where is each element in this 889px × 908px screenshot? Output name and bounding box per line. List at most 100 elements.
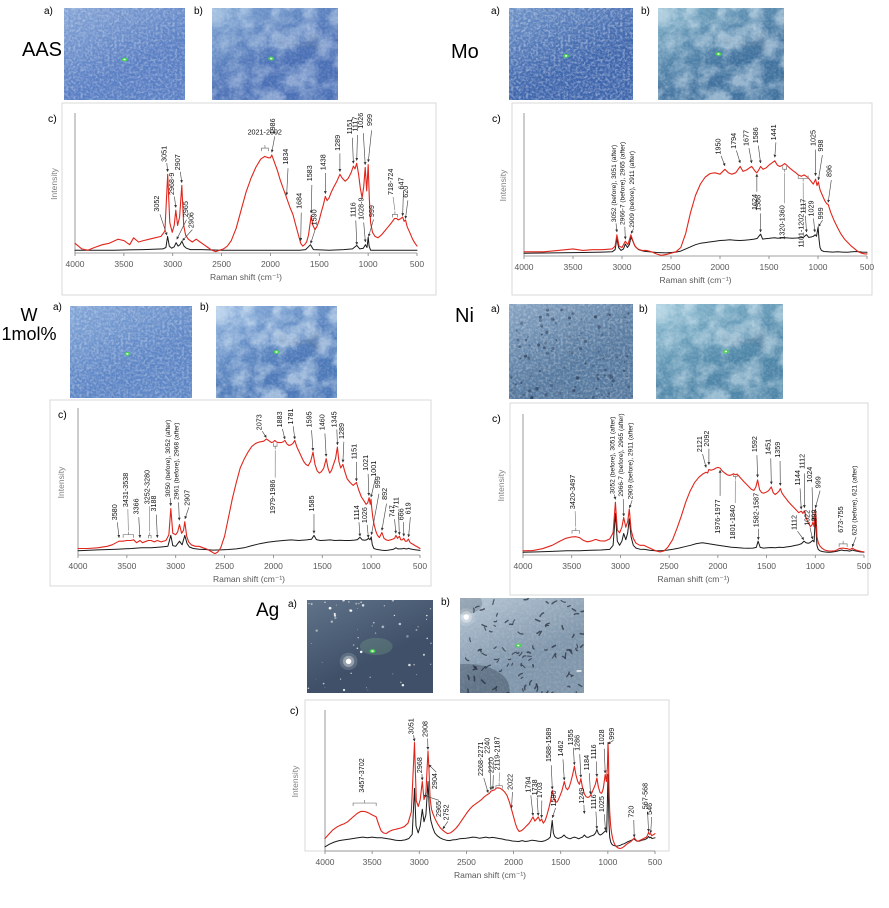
svg-text:619: 619 [404,502,413,514]
svg-text:2500: 2500 [660,561,679,571]
svg-text:Intensity: Intensity [498,169,508,201]
svg-text:999: 999 [365,114,374,126]
svg-text:1834: 1834 [281,149,290,165]
svg-text:1117: 1117 [798,199,807,214]
svg-text:Intensity: Intensity [49,167,59,199]
svg-text:1592: 1592 [750,436,759,452]
micrograph-after [656,304,783,399]
svg-text:3500: 3500 [363,857,382,867]
svg-text:999: 999 [607,728,616,740]
svg-text:1460: 1460 [318,414,327,430]
svg-text:1976-1977: 1976-1977 [713,499,722,533]
svg-text:1026: 1026 [360,507,369,523]
svg-text:1586: 1586 [751,127,760,143]
svg-text:620: 620 [401,186,410,198]
micrograph-after [658,8,784,100]
svg-text:1359: 1359 [773,442,782,458]
svg-text:Raman shift (cm⁻¹): Raman shift (cm⁻¹) [659,275,731,285]
svg-text:1001: 1001 [369,461,378,477]
svg-text:1116: 1116 [349,202,358,217]
svg-text:2961 (before), 2968 (after): 2961 (before), 2968 (after) [173,423,180,500]
svg-text:1021: 1021 [361,455,370,471]
svg-text:3580: 3580 [110,504,119,520]
svg-text:999: 999 [373,476,382,488]
svg-text:2000: 2000 [261,259,280,269]
svg-text:1000: 1000 [809,262,828,272]
svg-text:998: 998 [816,140,825,152]
micrograph-a-label: a) [44,6,53,17]
svg-text:1000: 1000 [362,561,381,571]
svg-text:1026: 1026 [356,113,365,129]
svg-text:3000: 3000 [163,259,182,269]
raman-chart-ag: 4000 3500 3000 2500 2000 1500 1000 500 Raman shi… [290,699,670,880]
svg-text:2022: 2022 [506,774,515,790]
svg-text:2500: 2500 [215,561,234,571]
micrograph-b-label: b) [441,597,450,608]
svg-text:1289: 1289 [337,423,346,439]
svg-text:3366: 3366 [132,498,141,514]
svg-text:647: 647 [397,178,406,190]
svg-text:1438: 1438 [318,154,327,170]
svg-text:2092: 2092 [702,431,711,447]
svg-text:4000: 4000 [515,262,534,272]
svg-text:2268-2271: 2268-2271 [476,742,485,776]
svg-text:1794: 1794 [729,133,738,149]
svg-text:3050 (before), 3052 (after): 3050 (before), 3052 (after) [165,420,172,497]
svg-text:1355: 1355 [566,729,575,745]
svg-text:2904: 2904 [430,773,439,789]
micrograph-a-label: a) [53,302,62,313]
element-label-ag: Ag [256,600,280,621]
svg-text:1024: 1024 [805,467,814,483]
svg-text:2021-2092: 2021-2092 [248,127,282,136]
svg-text:3252-3280: 3252-3280 [143,470,152,504]
panel-w: W 1mol% a) b) 4000 3500 3000 2500 2000 1500 10… [0,300,445,600]
svg-text:1883: 1883 [275,411,284,427]
svg-text:999: 999 [809,510,818,522]
svg-text:2500: 2500 [662,262,681,272]
svg-text:2968-9: 2968-9 [167,173,176,195]
svg-text:2907: 2907 [173,154,182,170]
svg-text:1286: 1286 [573,735,582,751]
svg-text:c): c) [290,705,299,717]
svg-text:2907: 2907 [182,490,191,506]
svg-text:3000: 3000 [613,262,632,272]
svg-text:999: 999 [816,207,825,219]
panel-ag: Ag a) b) 4000 3500 3000 2500 2000 1500 1000 500… [0,595,889,908]
svg-text:1500: 1500 [760,262,779,272]
element-label-aas: AAS [22,39,63,61]
svg-text:1738: 1738 [530,779,539,795]
svg-text:c): c) [48,113,57,125]
svg-text:1441: 1441 [769,124,778,140]
svg-text:3500: 3500 [114,259,133,269]
raman-chart-aas: 4000 3500 3000 2500 2000 1500 1000 500 Raman shi… [48,102,437,296]
svg-text:1624: 1624 [750,194,759,210]
micrograph-a-label: a) [491,304,500,315]
svg-text:3052: 3052 [152,196,161,212]
svg-text:2240: 2240 [482,738,491,754]
svg-text:1028-9: 1028-9 [356,197,365,219]
panel-aas: AAS a) b) 4000 3500 3000 2500 2000 1500 1000 50… [0,0,445,300]
svg-text:1025: 1025 [597,796,606,812]
raman-chart-w: 4000 3500 3000 2500 2000 1500 1000 500 Raman shi… [49,399,432,587]
svg-text:1801-1840: 1801-1840 [728,505,737,539]
svg-text:500: 500 [410,259,424,269]
svg-text:1582-1587: 1582-1587 [752,493,761,527]
svg-text:3500: 3500 [117,561,136,571]
micrograph-b-label: b) [194,6,203,17]
svg-text:1117: 1117 [351,117,360,132]
svg-text:3000: 3000 [410,857,429,867]
svg-text:2968: 2968 [415,757,424,773]
svg-text:2908: 2908 [421,721,430,737]
svg-text:2000: 2000 [264,561,283,571]
micrograph-before [509,304,633,399]
micrograph-before [307,600,433,693]
svg-text:4000: 4000 [69,561,88,571]
svg-text:3052 (before), 3051 (after): 3052 (before), 3051 (after) [611,145,618,222]
svg-text:2500: 2500 [212,259,231,269]
svg-text:1112: 1112 [797,454,806,469]
svg-text:1590: 1590 [549,791,558,807]
element-label-mo: Mo [451,41,479,63]
svg-text:2000: 2000 [708,561,727,571]
svg-text:Intensity: Intensity [56,466,66,498]
svg-text:673-755: 673-755 [836,506,845,532]
